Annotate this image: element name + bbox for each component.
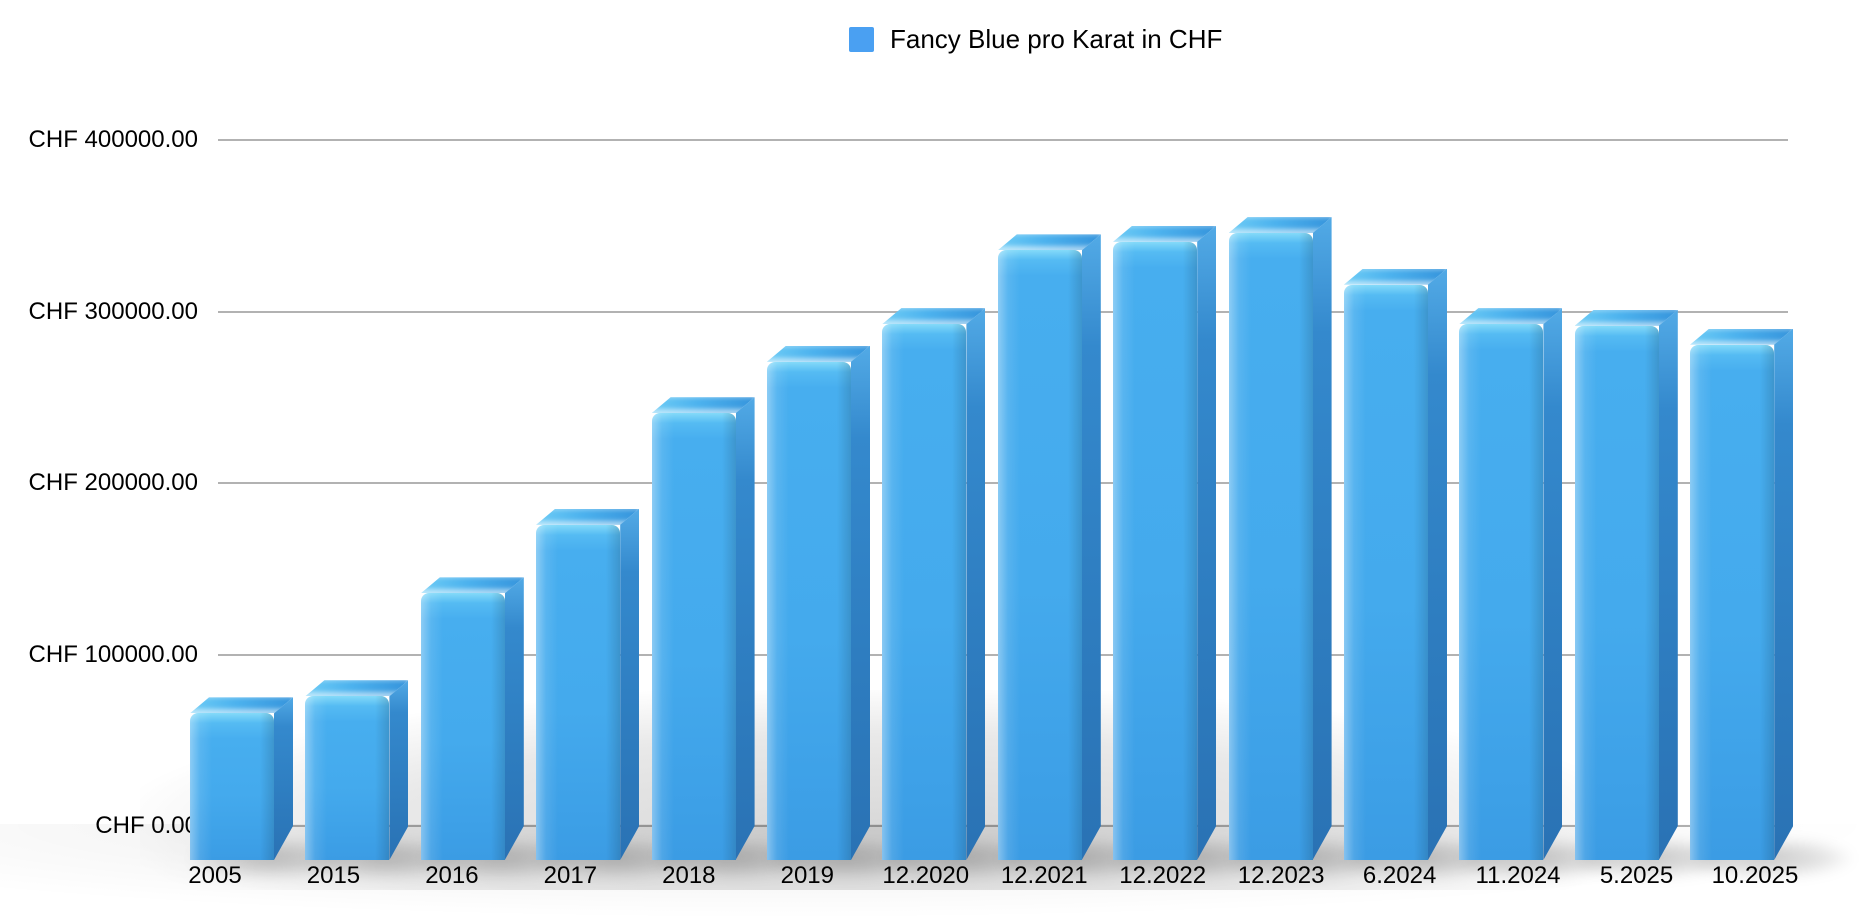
bar-side-face	[274, 697, 293, 860]
bar-6.2024	[1344, 269, 1447, 860]
bar-11.2024	[1459, 308, 1562, 860]
bar-top-face	[1575, 310, 1678, 326]
bar-side-face	[1428, 269, 1447, 860]
bar-side-face	[620, 509, 639, 860]
bar-front-face	[1574, 325, 1659, 860]
bar-12.2023	[1228, 217, 1332, 860]
x-axis-label: 2017	[543, 862, 598, 889]
bar-front-face	[882, 324, 967, 860]
bar-side-face	[736, 397, 755, 860]
y-axis-tick-label: CHF 400000.00	[28, 126, 198, 153]
legend-series-label: Fancy Blue pro Karat in CHF	[890, 24, 1223, 54]
bar-front-face	[420, 593, 505, 860]
bar-top-face	[305, 680, 408, 696]
x-axis-label: 5.2025	[1599, 862, 1674, 889]
bar-2005	[190, 697, 293, 860]
y-axis-tick-label: CHF 300000.00	[28, 297, 198, 325]
bar-side-face	[1313, 217, 1332, 860]
bar-top-face	[652, 397, 755, 413]
bar-side-face	[1774, 329, 1793, 860]
x-axis-label: 12.2020	[882, 862, 970, 889]
bar-front-face	[1459, 324, 1544, 860]
x-axis-label: 2018	[662, 862, 716, 889]
y-axis-tick-label: CHF 100000.00	[28, 640, 198, 668]
x-axis-label: 2015	[306, 862, 361, 889]
bar-2018	[651, 397, 755, 860]
bar-side-face	[505, 577, 524, 860]
bar-top-face	[1229, 217, 1332, 233]
bar-top-face	[536, 509, 639, 525]
bar-side-face	[851, 346, 870, 860]
y-axis-tick-label: CHF 0.00	[95, 812, 198, 839]
bar-front-face	[997, 250, 1082, 860]
gridline-400000	[218, 139, 1788, 141]
bar-top-face	[421, 577, 524, 593]
bar-12.2020	[882, 308, 985, 860]
bar-side-face	[1082, 234, 1101, 860]
x-axis-label: 6.2024	[1362, 862, 1437, 889]
x-axis-label: 10.2025	[1711, 862, 1799, 889]
bar-front-face	[305, 696, 390, 860]
bar-front-face	[1228, 233, 1313, 860]
y-axis-tick-label: CHF 200000.00	[28, 469, 198, 496]
bar-top-face	[1113, 226, 1216, 242]
bar-front-face	[190, 713, 274, 860]
bar-12.2021	[997, 234, 1101, 860]
bar-front-face	[536, 524, 621, 860]
bar-front-face	[651, 413, 736, 860]
x-axis-label: 2005	[188, 862, 242, 889]
bar-side-face	[1197, 226, 1216, 860]
legend-swatch-icon	[849, 26, 874, 52]
bar-top-face	[767, 346, 870, 362]
x-axis-label: 2019	[780, 862, 834, 889]
bar-top-face	[190, 697, 293, 713]
bar-top-face	[1344, 269, 1447, 285]
chart-legend: Fancy Blue pro Karat in CHF	[849, 24, 1222, 54]
bar-2015	[305, 680, 408, 860]
x-axis-label: 12.2021	[1000, 862, 1088, 889]
bar-top-face	[1459, 308, 1562, 324]
bar-top-face	[1690, 329, 1793, 345]
bar-5.2025	[1574, 310, 1678, 860]
bar-top-face	[998, 234, 1101, 250]
bar-side-face	[1543, 308, 1562, 860]
bar-front-face	[1690, 344, 1775, 860]
bar-side-face	[966, 308, 985, 860]
bar-12.2022	[1113, 226, 1216, 860]
x-axis-label: 12.2023	[1237, 862, 1325, 889]
x-axis-label: 2016	[425, 862, 479, 889]
bar-2019	[767, 346, 870, 860]
x-axis-label: 11.2024	[1475, 862, 1561, 889]
bar-side-face	[389, 680, 408, 860]
bar-front-face	[1113, 241, 1198, 860]
bar-2016	[420, 577, 524, 860]
bar-2017	[536, 509, 639, 860]
x-axis-label: 12.2022	[1119, 862, 1207, 889]
bar-front-face	[767, 361, 851, 860]
bar-top-face	[882, 308, 985, 324]
bar-side-face	[1659, 310, 1678, 860]
bar-10.2025	[1690, 329, 1793, 860]
bar-front-face	[1344, 284, 1428, 860]
